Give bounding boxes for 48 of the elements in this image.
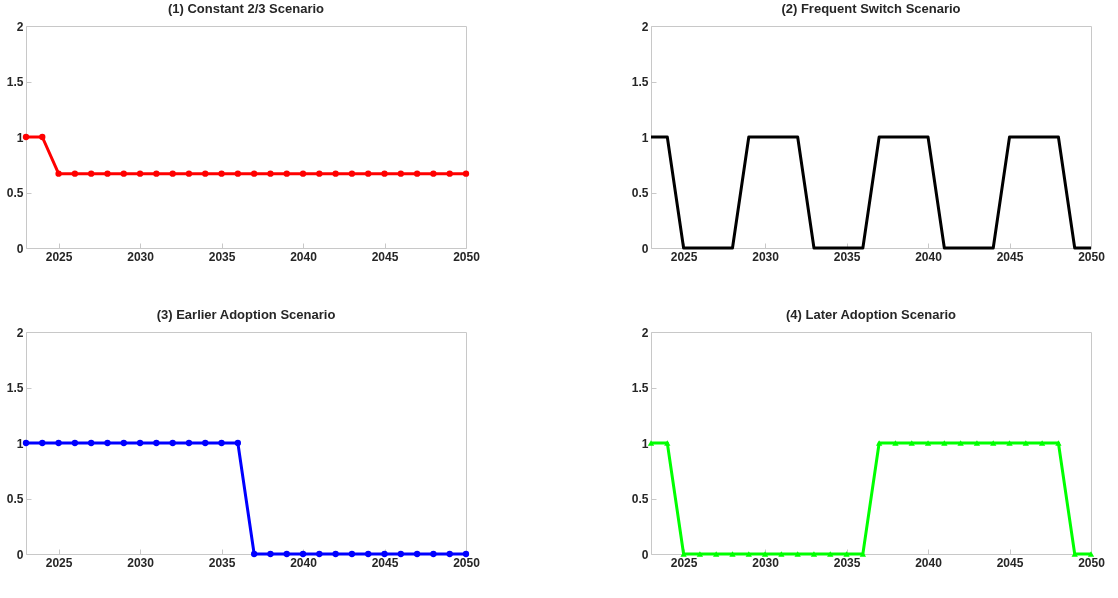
x-tick-label: 2050 bbox=[1078, 555, 1106, 570]
y-tick-label: 0 bbox=[16, 547, 24, 562]
y-tick-label: 2 bbox=[641, 325, 649, 340]
y-tick-label: 0.5 bbox=[631, 492, 649, 506]
y-tick-label: 0 bbox=[641, 547, 649, 562]
x-tick-label: 2030 bbox=[752, 249, 780, 264]
x-tick-label: 2040 bbox=[290, 249, 318, 264]
y-tick-label: 0.5 bbox=[631, 186, 649, 200]
chart-title: (3) Earlier Adoption Scenario bbox=[156, 307, 336, 322]
x-tick-label: 2035 bbox=[833, 555, 861, 570]
y-tick-label: 1 bbox=[16, 436, 24, 451]
x-tick-label: 2045 bbox=[996, 249, 1024, 264]
x-tick-label: 2025 bbox=[45, 555, 73, 570]
chart-title: (4) Later Adoption Scenario bbox=[786, 307, 957, 322]
x-tick-label: 2035 bbox=[833, 249, 861, 264]
y-tick-label: 1 bbox=[641, 130, 649, 145]
x-tick-label: 2045 bbox=[371, 555, 399, 570]
x-tick-label: 2050 bbox=[1078, 249, 1106, 264]
y-tick-label: 1 bbox=[641, 436, 649, 451]
x-tick-label: 2030 bbox=[127, 249, 155, 264]
y-tick-label: 2 bbox=[16, 19, 24, 34]
x-tick-label: 2040 bbox=[290, 555, 318, 570]
x-tick-label: 2045 bbox=[996, 555, 1024, 570]
y-tick-label: 1.5 bbox=[631, 75, 649, 89]
x-tick-label: 2025 bbox=[670, 249, 698, 264]
y-tick-label: 0.5 bbox=[6, 186, 24, 200]
x-tick-label: 2040 bbox=[915, 555, 943, 570]
y-tick-label: 2 bbox=[16, 325, 24, 340]
x-tick-label: 2030 bbox=[752, 555, 780, 570]
x-tick-label: 2030 bbox=[127, 555, 155, 570]
chart-title: (1) Constant 2/3 Scenario bbox=[167, 1, 325, 16]
x-tick-label: 2035 bbox=[208, 249, 236, 264]
y-tick-label: 0 bbox=[16, 241, 24, 256]
x-tick-label: 2025 bbox=[670, 555, 698, 570]
x-tick-label: 2050 bbox=[453, 555, 481, 570]
y-tick-label: 0.5 bbox=[6, 492, 24, 506]
x-tick-label: 2040 bbox=[915, 249, 943, 264]
y-tick-label: 1.5 bbox=[6, 381, 24, 395]
y-tick-label: 1 bbox=[16, 130, 24, 145]
y-tick-label: 0 bbox=[641, 241, 649, 256]
x-tick-label: 2035 bbox=[208, 555, 236, 570]
y-tick-label: 2 bbox=[641, 19, 649, 34]
x-tick-label: 2050 bbox=[453, 249, 481, 264]
x-tick-label: 2025 bbox=[45, 249, 73, 264]
y-tick-label: 1.5 bbox=[631, 381, 649, 395]
x-tick-label: 2045 bbox=[371, 249, 399, 264]
y-tick-label: 1.5 bbox=[6, 75, 24, 89]
chart-title: (2) Frequent Switch Scenario bbox=[781, 1, 961, 16]
